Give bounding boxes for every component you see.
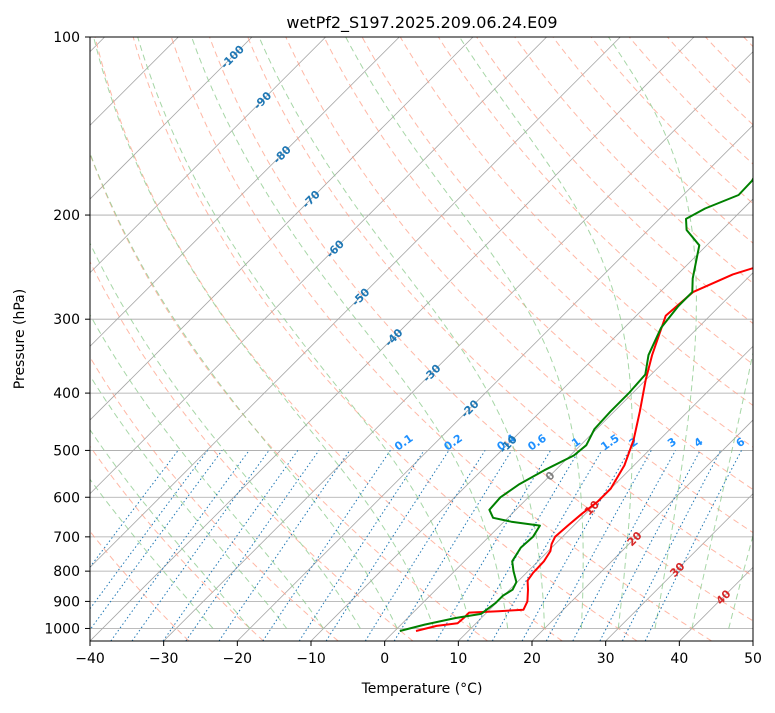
x-tick-label: 30 (597, 651, 615, 667)
y-tick-label: 800 (53, 564, 80, 580)
x-tick-label: 10 (449, 651, 467, 667)
y-tick-label: 100 (53, 30, 80, 46)
isotherm-line (753, 37, 775, 641)
x-tick-label: 40 (670, 651, 688, 667)
x-tick-label: −40 (75, 651, 105, 667)
y-axis-label: Pressure (hPa) (12, 289, 28, 389)
mixing-ratio-label: 8 (763, 435, 775, 450)
y-tick-label: 200 (53, 208, 80, 224)
y-tick-label: 400 (53, 386, 80, 402)
x-tick-label: −20 (223, 651, 253, 667)
chart-title: wetPf2_S197.2025.209.06.24.E09 (286, 13, 557, 33)
x-tick-label: −30 (149, 651, 179, 667)
x-tick-label: 0 (380, 651, 389, 667)
y-tick-label: 600 (53, 490, 80, 506)
x-axis-label: Temperature (°C) (361, 681, 483, 697)
y-tick-label: 900 (53, 594, 80, 610)
y-tick-label: 500 (53, 443, 80, 459)
x-tick-label: 50 (744, 651, 762, 667)
x-tick-label: 20 (523, 651, 541, 667)
y-tick-label: 300 (53, 312, 80, 328)
y-tick-label: 1000 (44, 621, 80, 637)
plot-area (90, 37, 753, 641)
x-tick-label: −10 (296, 651, 326, 667)
y-tick-label: 700 (53, 530, 80, 546)
